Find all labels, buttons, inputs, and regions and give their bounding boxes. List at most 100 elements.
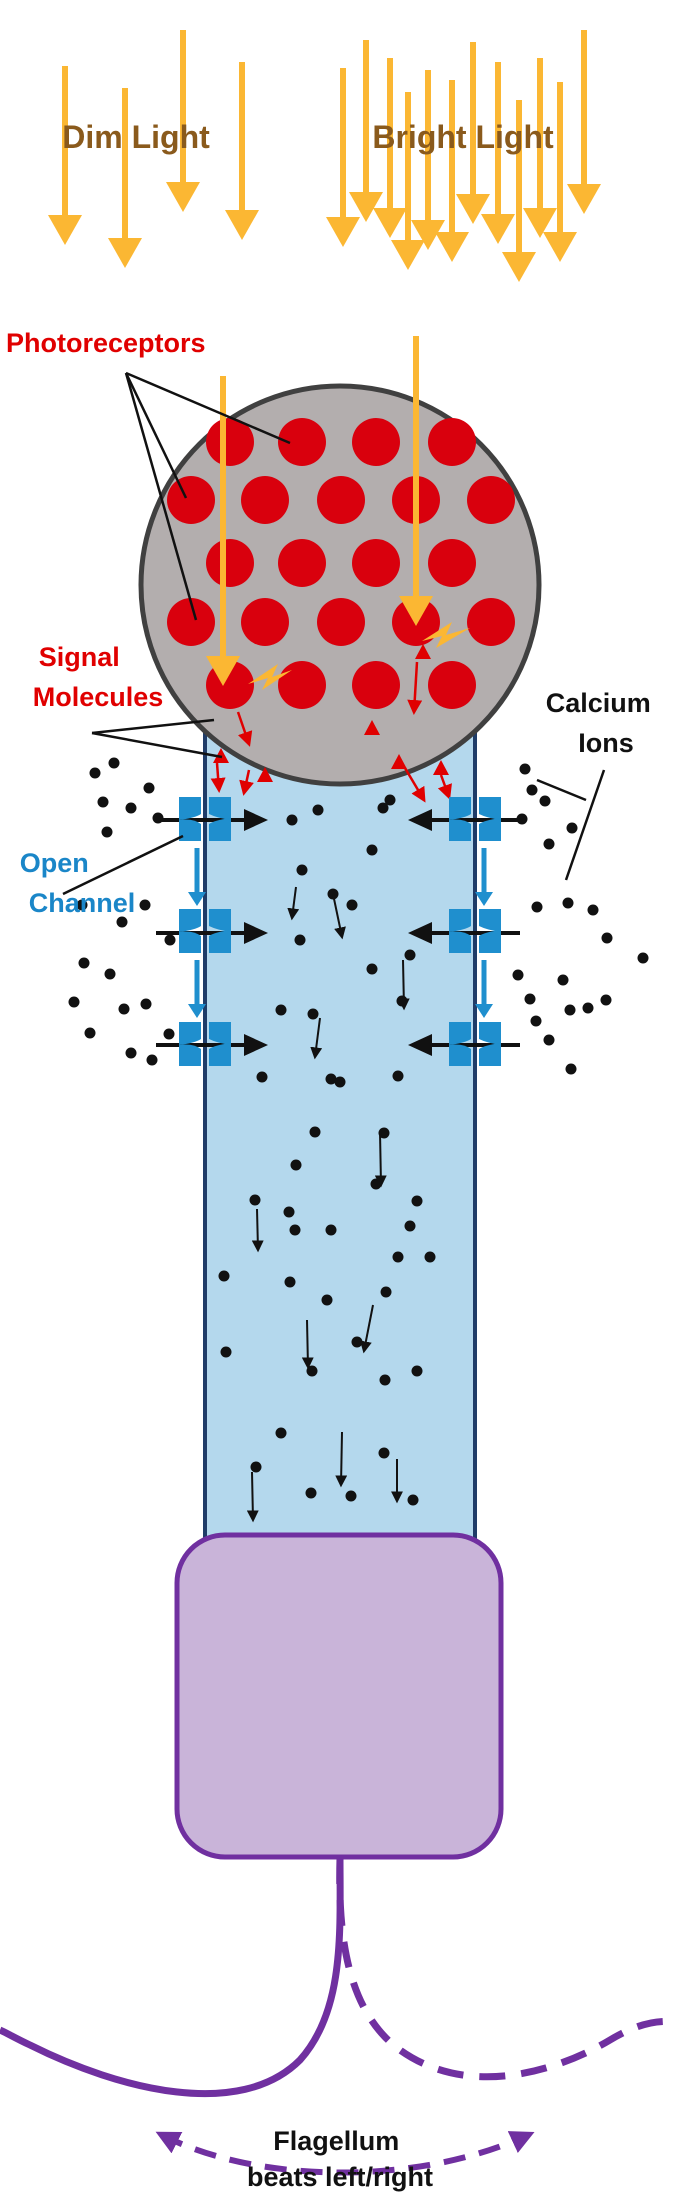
ion-channel-icon: [179, 797, 231, 841]
calcium-ion: [392, 1070, 404, 1082]
calcium-ion: [116, 916, 128, 928]
calcium-ion: [380, 1286, 392, 1298]
influx-arrow: [156, 1034, 268, 1056]
calcium-ion: [125, 1047, 137, 1059]
calcium-ion: [351, 1336, 363, 1348]
light-arrow: [166, 30, 200, 212]
flagellum-label-line1: Flagellum: [273, 2126, 399, 2156]
photoreceptor-dot: [352, 418, 400, 466]
light-arrow: [543, 82, 577, 262]
calcium-ion: [139, 899, 151, 911]
calcium-ion: [404, 1220, 416, 1232]
light-arrow: [435, 80, 469, 262]
calcium-ion: [143, 782, 155, 794]
calcium-ion: [256, 1071, 268, 1083]
signal-arrow: [407, 661, 423, 715]
eyespot-light-arrows: [206, 336, 433, 686]
calcium-ion: [101, 826, 113, 838]
calcium-ion: [519, 763, 531, 775]
light-arrow: [326, 68, 360, 247]
photoreceptor-dot: [352, 539, 400, 587]
ion-channel-icon: [449, 909, 501, 953]
eyespot: [138, 383, 542, 787]
photoreceptor-dot: [278, 418, 326, 466]
calcium-ion: [294, 934, 306, 946]
photoreceptor-dot: [467, 476, 515, 524]
flagellum-label-line2: beats left/right: [247, 2162, 433, 2192]
signal-triangle: [391, 754, 407, 769]
calcium-ion: [384, 794, 396, 806]
photoreceptor-dot: [167, 476, 215, 524]
calcium-ion: [68, 996, 80, 1008]
calcium-ion: [531, 901, 543, 913]
photoreceptor-dot: [352, 661, 400, 709]
photoreceptor-dot: [428, 418, 476, 466]
calcium-ion: [601, 932, 613, 944]
light-arrow: [349, 40, 383, 222]
photoreceptor-dot: [317, 476, 365, 524]
calcium-ion: [296, 864, 308, 876]
calcium-ion: [84, 1027, 96, 1039]
light-arrow: [456, 42, 490, 224]
calcium-ion: [78, 957, 90, 969]
signal-triangle: [433, 760, 449, 775]
calcium-ion: [530, 1015, 542, 1027]
light-arrow: [399, 336, 433, 626]
calcium-ion: [526, 784, 538, 796]
photoreceptor-dot: [241, 476, 289, 524]
calcium-ion: [392, 1251, 404, 1263]
channel-cascade-arrows: [188, 848, 493, 1018]
calcium-ion: [305, 1487, 317, 1499]
calcium-ion: [566, 822, 578, 834]
calcium-ion: [600, 994, 612, 1006]
ion-influx-arrows: [156, 809, 520, 1056]
calcium-label-line2: Ions: [578, 728, 634, 758]
influx-arrow: [156, 809, 268, 831]
lightning-bolt-icon: [248, 664, 292, 690]
calcium-ion: [321, 1294, 333, 1306]
signal-triangle: [364, 720, 380, 735]
ion-flow-arrow: [374, 1131, 387, 1188]
ion-flow-arrow: [335, 1431, 348, 1488]
calcium-ion: [378, 1127, 390, 1139]
dim-light-label: Dim Light: [62, 119, 210, 155]
influx-arrow: [408, 922, 520, 944]
ion-channel-icon: [179, 1022, 231, 1066]
ion-flow-arrow: [287, 886, 300, 921]
channel-cascade-arrow: [188, 848, 206, 906]
calcium-ion: [108, 757, 120, 769]
calcium-ion: [164, 934, 176, 946]
ion-flow-arrow: [246, 1471, 259, 1523]
photoreceptor-dot: [428, 661, 476, 709]
flagellum: [0, 1857, 677, 2176]
calcium-ion: [275, 1427, 287, 1439]
photoreceptor-dot: [241, 598, 289, 646]
channel-cascade-arrow: [475, 848, 493, 906]
signal-label-line2: Molecules: [33, 682, 164, 712]
calcium-ion: [286, 814, 298, 826]
ion-channel-icon: [179, 909, 231, 953]
calcium-ion: [250, 1461, 262, 1473]
calcium-ion: [283, 1206, 295, 1218]
signal-arrow: [236, 711, 253, 747]
light-arrow: [391, 92, 425, 270]
calcium-ion: [325, 1224, 337, 1236]
ion-flow-arrow: [397, 959, 410, 1011]
photoreceptor-dot: [167, 598, 215, 646]
light-arrow: [502, 100, 536, 282]
calcium-ion: [370, 1178, 382, 1190]
calcium-ion: [411, 1195, 423, 1207]
calcium-ion: [565, 1063, 577, 1075]
calcium-ion: [290, 1159, 302, 1171]
calcium-ion: [404, 949, 416, 961]
ion-flow-arrow: [359, 1304, 374, 1354]
signal-triangle: [213, 748, 229, 763]
ion-channels: [179, 797, 501, 1066]
calcium-ion: [411, 1365, 423, 1377]
ion-channel-icon: [449, 797, 501, 841]
calcium-ion: [407, 1494, 419, 1506]
calcium-ion: [345, 1490, 357, 1502]
light-arrow: [108, 88, 142, 268]
light-arrow: [206, 376, 240, 686]
calcium-ion: [220, 1346, 232, 1358]
